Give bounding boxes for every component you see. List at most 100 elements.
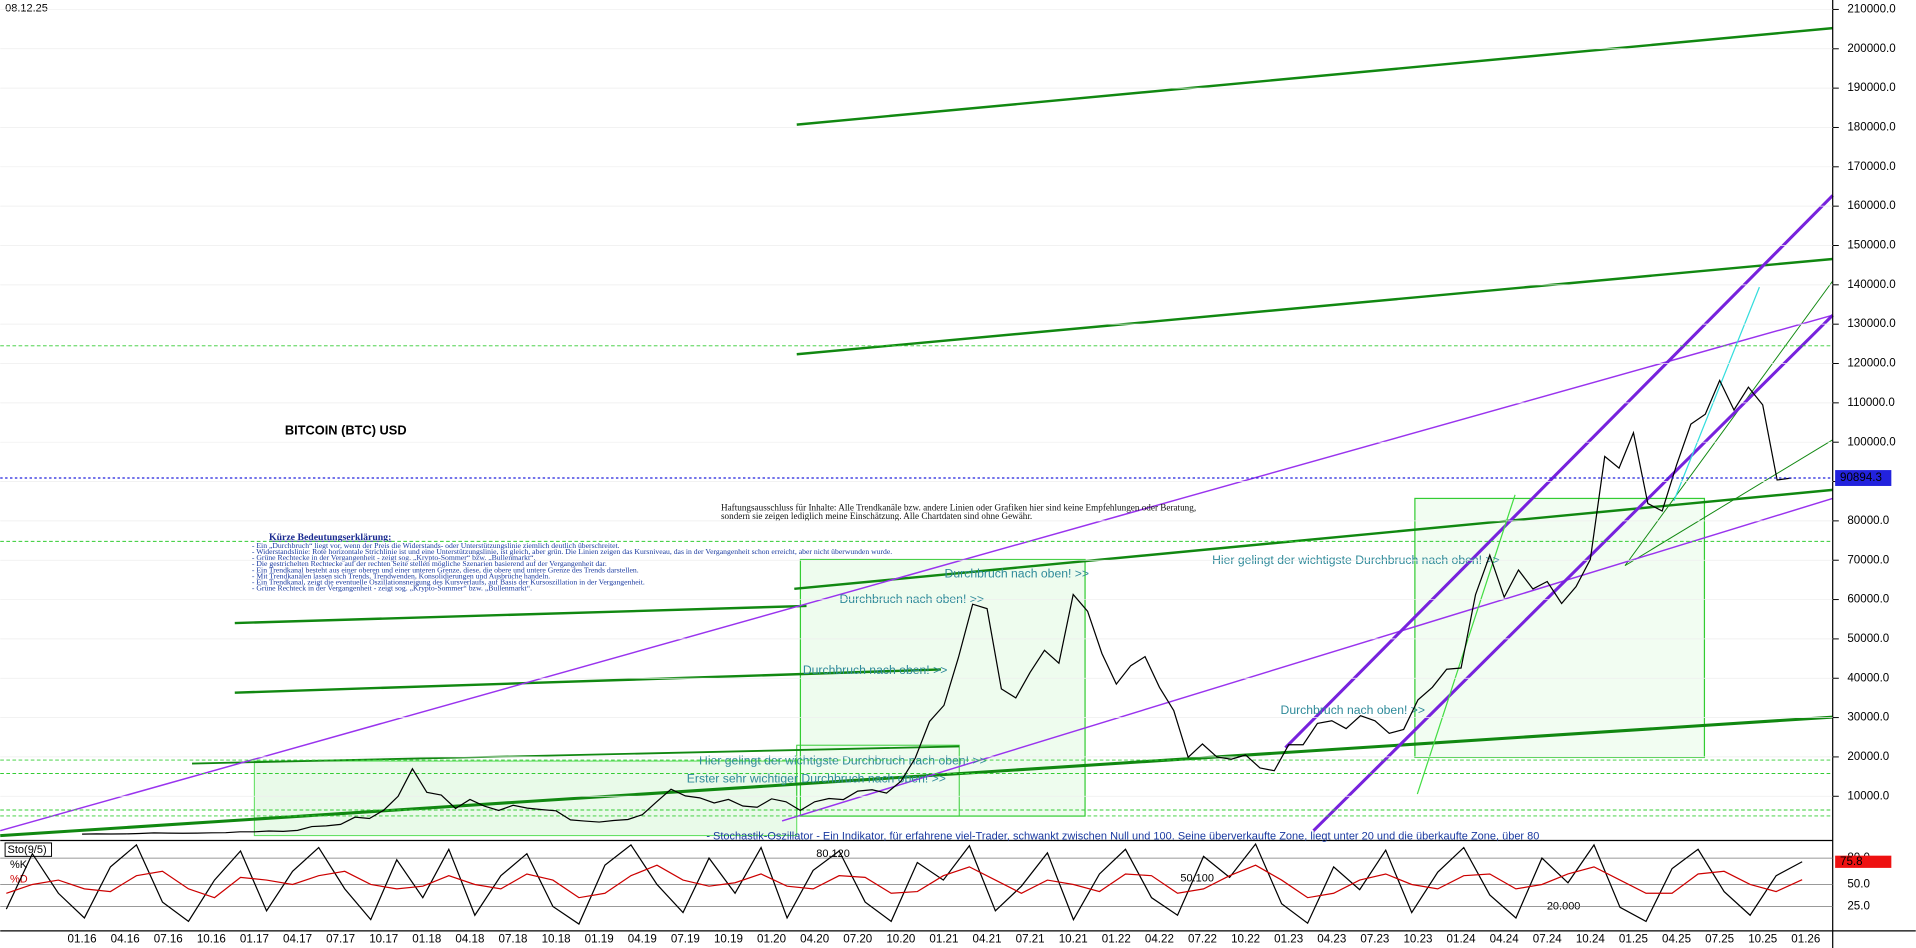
y-tick-label: 140000.0 [1847,278,1895,291]
trend-line [796,257,1833,356]
x-tick-label: 10.21 [1059,933,1088,946]
y-tick-label: 10000.0 [1847,789,1889,802]
x-tick-label: 07.20 [843,933,872,946]
x-tick-label: 01.25 [1619,933,1648,946]
x-tick-label: 01.18 [412,933,441,946]
annotation: Durchbruch nach oben! >> [840,592,985,606]
bull-box [796,744,960,817]
y-tick-label: 80000.0 [1847,514,1889,527]
value-label: 75.8 [1840,855,1863,868]
y-tick-label: 20000.0 [1847,750,1889,763]
trend-line [234,668,941,694]
x-tick-label: 07.17 [326,933,355,946]
legend-entry: %K [10,859,28,871]
legend-line: - Die gestrichelten Rechtecke auf der re… [252,559,607,568]
x-tick-label: 04.18 [455,933,484,946]
value-box [1835,855,1892,868]
x-tick-label: 01.24 [1447,933,1477,946]
legend-line: - Widerstandslinie: Rote horizontale Str… [252,547,892,556]
x-tick-label: 07.25 [1705,933,1734,946]
y-tick-label: 40000.0 [1847,671,1889,684]
trend-line [1284,194,1834,749]
y-tick-label: 30000.0 [1847,711,1889,724]
x-tick-label: 07.22 [1188,933,1217,946]
oscillator-line [6,864,1803,899]
trend-line [192,745,960,765]
trend-line [1312,314,1834,832]
x-tick-label: 10.18 [542,933,571,946]
x-tick-label: 01.26 [1791,933,1820,946]
x-tick-label: 04.22 [1145,933,1174,946]
annotation: Erster sehr wichtiger Durchbruch nach ob… [687,772,946,786]
chart-title: BITCOIN (BTC) USD [285,423,407,438]
y-tick-label: 120000.0 [1847,357,1895,370]
annotation: 50.100 [1180,872,1214,884]
x-tick-label: 04.24 [1490,933,1520,946]
trend-line [781,497,1833,822]
y-tick-label: 200000.0 [1847,42,1895,55]
x-tick-label: 01.21 [929,933,958,946]
x-tick-label: 10.25 [1748,933,1777,946]
x-tick-label: 07.16 [154,933,183,946]
x-tick-label: 07.24 [1533,933,1563,946]
x-tick-label: 07.21 [1016,933,1045,946]
trend-line [1624,280,1834,566]
trend-line [0,314,1833,832]
y-tick-label: 190000.0 [1847,81,1895,94]
y-tick-label: 25.0 [1847,900,1870,913]
y-tick-label: 180000.0 [1847,121,1895,134]
x-tick-label: 01.16 [68,933,97,946]
x-tick-label: 01.20 [757,933,786,946]
y-tick-label: 60000.0 [1847,593,1889,606]
legend-line: - Ein Trendkanal, zeigt die eventuelle O… [252,577,645,586]
legend-line: - Grüne Rechtecke in der Vergangenheit -… [252,553,536,562]
y-tick-label: 130000.0 [1847,317,1895,330]
y-tick-label: 150000.0 [1847,239,1895,252]
trend-line [796,26,1833,126]
trend-line [234,604,807,625]
trend-line [0,715,1833,838]
y-tick-label: 170000.0 [1847,160,1895,173]
x-tick-label: 01.17 [240,933,269,946]
last-price-label: 90894.3 [1840,471,1882,484]
trend-line [1673,286,1760,502]
x-tick-label: 04.16 [111,933,140,946]
x-tick-label: 04.20 [800,933,829,946]
annotation: Durchbruch nach oben! >> [1281,703,1426,717]
legend-line: - Ein „Durchbruch“ liegt vor, wenn der P… [252,541,620,550]
y-tick-label: 100000.0 [1847,435,1895,448]
x-tick-label: 10.20 [886,933,915,946]
legend-entry: %D [10,873,28,885]
y-tick-label: 210000.0 [1847,3,1895,16]
x-tick-label: 01.23 [1274,933,1303,946]
date-label: 08.12.25 [5,2,48,14]
footnote: - Stochastik-Oszillator - Ein Indikator,… [706,831,1539,843]
x-tick-label: 10.16 [197,933,226,946]
y-tick-label: 70000.0 [1847,553,1889,566]
legend-line: - Mit Trendkanälen lassen sich Trends, T… [252,571,550,580]
x-tick-label: 01.22 [1102,933,1131,946]
x-tick-label: 04.17 [283,933,312,946]
legend-line: - Grüne Rechteck in der Vergangenheit - … [252,584,532,593]
legend-title: Kürze Bedeutungserklärung: [269,532,391,543]
bull-box [1414,497,1706,759]
legend-line: - Ein Trendkanal besteht aus einer obere… [252,565,639,574]
annotation: Durchbruch nach oben! >> [803,663,948,677]
x-tick-label: 07.23 [1360,933,1389,946]
indicator-box [4,842,53,857]
x-tick-label: 10.17 [369,933,398,946]
x-tick-label: 04.23 [1317,933,1346,946]
disclaimer: sondern sie zeigen lediglich meine Einsc… [721,511,1032,521]
y-tick-label: 50.0 [1847,878,1870,891]
y-tick-label: 160000.0 [1847,199,1895,212]
trend-line [794,488,1833,591]
x-tick-label: 10.23 [1403,933,1432,946]
x-tick-label: 10.24 [1576,933,1606,946]
x-tick-label: 04.25 [1662,933,1691,946]
x-tick-label: 04.19 [628,933,657,946]
x-tick-label: 10.22 [1231,933,1260,946]
trend-line [1624,439,1833,567]
x-tick-label: 07.18 [499,933,528,946]
